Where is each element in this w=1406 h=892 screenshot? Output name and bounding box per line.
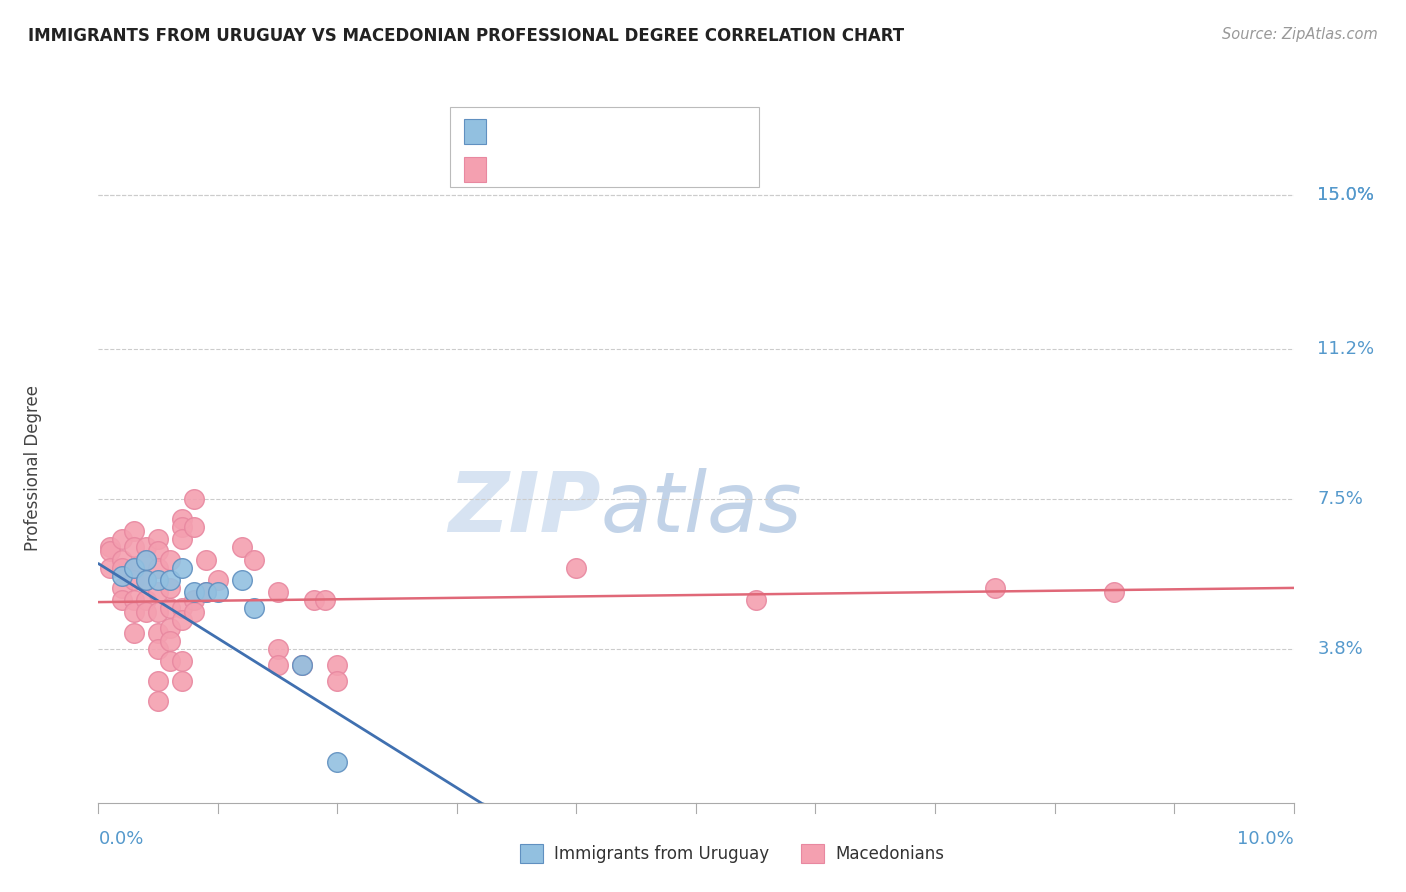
Point xyxy=(124,593,146,607)
Text: Macedonians: Macedonians xyxy=(835,845,945,863)
Point xyxy=(111,581,134,595)
Point xyxy=(290,657,312,672)
Point xyxy=(290,657,312,672)
Point xyxy=(172,654,194,668)
Text: 15.0%: 15.0% xyxy=(1317,186,1375,203)
Point xyxy=(207,573,229,587)
Point xyxy=(983,581,1005,595)
Point xyxy=(148,605,170,619)
Text: 10.0%: 10.0% xyxy=(1237,830,1294,847)
Point xyxy=(148,544,170,558)
Point xyxy=(326,657,349,672)
Point xyxy=(565,560,588,574)
Point xyxy=(124,524,146,538)
Point xyxy=(1104,585,1126,599)
Text: 0.0%: 0.0% xyxy=(98,830,143,847)
Point xyxy=(124,541,146,555)
Point xyxy=(194,585,218,599)
Point xyxy=(267,585,290,599)
Point xyxy=(148,674,170,689)
Point xyxy=(326,674,349,689)
Point xyxy=(183,585,205,599)
Point xyxy=(124,573,146,587)
Point xyxy=(267,657,290,672)
Point xyxy=(159,601,181,615)
Point xyxy=(124,625,146,640)
Text: 11.2%: 11.2% xyxy=(1317,340,1375,358)
Point xyxy=(135,593,157,607)
Text: R = -0.775    N = 14: R = -0.775 N = 14 xyxy=(498,122,697,140)
Point xyxy=(207,585,229,599)
Point xyxy=(159,622,181,636)
Point xyxy=(148,560,170,574)
Point xyxy=(98,544,122,558)
Point xyxy=(194,552,218,566)
Point xyxy=(135,541,157,555)
Point xyxy=(194,585,218,599)
Point xyxy=(148,641,170,656)
Point xyxy=(135,573,157,587)
Point xyxy=(231,573,253,587)
Point xyxy=(159,573,181,587)
Text: atlas: atlas xyxy=(600,468,801,549)
Point xyxy=(111,568,134,582)
Point xyxy=(135,552,157,566)
Point xyxy=(148,573,170,587)
Text: Immigrants from Uruguay: Immigrants from Uruguay xyxy=(554,845,769,863)
Text: R =  0.039    N = 63: R = 0.039 N = 63 xyxy=(498,161,697,178)
Point xyxy=(135,573,157,587)
Point xyxy=(326,756,349,770)
Point xyxy=(159,654,181,668)
Text: Source: ZipAtlas.com: Source: ZipAtlas.com xyxy=(1222,27,1378,42)
Point xyxy=(183,520,205,534)
Point xyxy=(148,694,170,708)
Point xyxy=(172,560,194,574)
Point xyxy=(148,533,170,547)
Point xyxy=(98,541,122,555)
Point xyxy=(172,674,194,689)
Point xyxy=(172,533,194,547)
Point xyxy=(135,552,157,566)
Point xyxy=(111,560,134,574)
Point xyxy=(135,605,157,619)
Point xyxy=(148,625,170,640)
Point xyxy=(98,560,122,574)
Point xyxy=(148,585,170,599)
Point xyxy=(111,593,134,607)
Point xyxy=(159,552,181,566)
Point xyxy=(172,520,194,534)
Point xyxy=(745,593,768,607)
Point xyxy=(172,613,194,627)
Point xyxy=(315,593,337,607)
Point xyxy=(231,541,253,555)
Point xyxy=(183,491,205,506)
Point xyxy=(124,560,146,574)
Point xyxy=(267,641,290,656)
Point xyxy=(183,605,205,619)
Point xyxy=(172,601,194,615)
Point xyxy=(159,581,181,595)
Point xyxy=(159,633,181,648)
Point xyxy=(124,560,146,574)
Point xyxy=(302,593,325,607)
Point xyxy=(124,605,146,619)
Point xyxy=(111,533,134,547)
Point xyxy=(111,552,134,566)
Point xyxy=(183,593,205,607)
Text: Professional Degree: Professional Degree xyxy=(24,385,42,551)
Text: 15.0%: 15.0% xyxy=(1317,186,1375,203)
Text: 7.5%: 7.5% xyxy=(1317,490,1364,508)
Point xyxy=(243,552,266,566)
Text: IMMIGRANTS FROM URUGUAY VS MACEDONIAN PROFESSIONAL DEGREE CORRELATION CHART: IMMIGRANTS FROM URUGUAY VS MACEDONIAN PR… xyxy=(28,27,904,45)
Point xyxy=(243,601,266,615)
Point xyxy=(172,512,194,526)
Text: ZIP: ZIP xyxy=(447,468,600,549)
Text: 3.8%: 3.8% xyxy=(1317,640,1364,657)
